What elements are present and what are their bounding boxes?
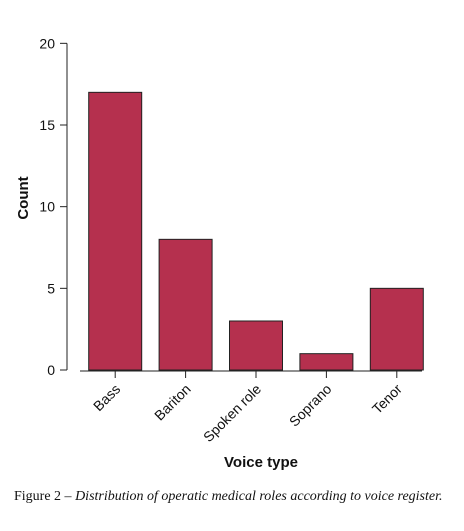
- bar-spoken-role: [229, 320, 283, 371]
- caption-text: Distribution of operatic medical roles a…: [75, 489, 443, 504]
- y-axis: 0 5 10 15 20: [39, 35, 68, 378]
- x-tick-label: Tenor: [369, 381, 405, 417]
- caption-label: Figure 2 –: [14, 489, 72, 504]
- x-tick-label: Spoken role: [200, 381, 264, 445]
- x-tick-label: Bass: [90, 381, 123, 414]
- y-axis-title: Count: [15, 176, 32, 219]
- x-tick-label: Bariton: [151, 381, 194, 424]
- bar-soprano: [299, 353, 354, 371]
- y-tick-label: 0: [47, 362, 55, 378]
- bar-bass: [88, 91, 143, 371]
- y-tick-label: 20: [39, 35, 55, 51]
- figure-caption: Figure 2 – Distribution of operatic medi…: [14, 488, 454, 505]
- x-axis: Bass Bariton Spoken role Soprano Tenor: [80, 370, 422, 445]
- x-axis-title: Voice type: [224, 454, 298, 471]
- x-tick-label: Soprano: [286, 381, 335, 430]
- bar-chart: 0 5 10 15 20 Bass Bariton Spoken role Soprano Te…: [15, 35, 424, 471]
- bar-bariton: [158, 238, 213, 371]
- y-tick-label: 5: [47, 280, 55, 296]
- y-tick-label: 10: [39, 199, 55, 215]
- bars: [88, 91, 424, 371]
- bar-tenor: [369, 287, 424, 371]
- y-tick-label: 15: [39, 117, 55, 133]
